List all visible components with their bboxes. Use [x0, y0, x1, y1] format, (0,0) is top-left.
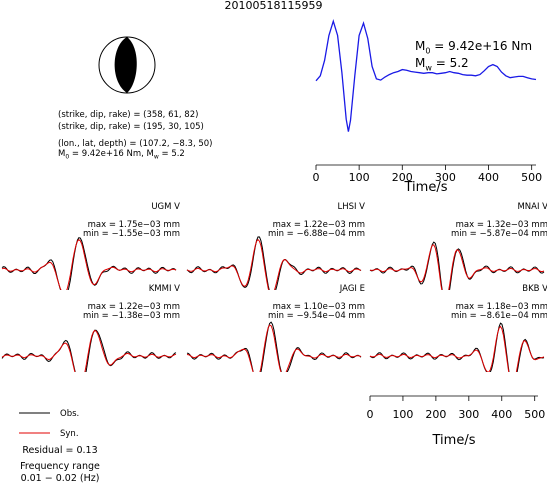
waveform-tick-label: 300 — [458, 408, 479, 421]
waveform-tick-label: 500 — [524, 408, 545, 421]
legend: Obs. Syn. — [19, 409, 79, 439]
station-max: max = 1.32e−03 mm — [455, 220, 547, 230]
station-max: max = 1.10e−03 mm — [272, 302, 365, 312]
waveform-panel: JAGI E max = 1.10e−03 mm min = −9.54e−04 m… — [185, 282, 365, 372]
station-name: JAGI E — [339, 284, 365, 294]
nodal-plane-1: (strike, dip, rake) = (358, 61, 82) — [58, 110, 199, 120]
event-title: 20100518115959 — [224, 0, 323, 12]
legend-obs-label: Obs. — [60, 409, 79, 419]
station-min: min = −5.87e−04 mm — [450, 229, 547, 239]
waveform-panel: BKB V max = 1.18e−03 mm min = −8.61e−04 mm — [368, 282, 547, 372]
waveform-panel: LHSI V max = 1.22e−03 mm min = −6.88e−04 m… — [185, 200, 365, 290]
station-name: KMMI V — [148, 284, 180, 294]
waveform-plot — [186, 236, 362, 290]
frequency-range-title: Frequency range — [20, 461, 100, 472]
waveform-tick-label: 0 — [367, 408, 374, 421]
observed-trace — [186, 236, 362, 290]
waveform-plot — [369, 322, 545, 372]
waveform-plot — [1, 237, 177, 290]
stf-tick-label: 200 — [392, 171, 413, 184]
synthetic-trace — [186, 238, 362, 290]
waveform-tick-label: 400 — [491, 408, 512, 421]
station-min: min = −8.61e−04 mm — [450, 311, 547, 321]
synthetic-trace — [369, 244, 545, 290]
waveform-panel: UGM V max = 1.75e−03 mm min = −1.55e−03 mm — [0, 200, 180, 290]
residual-label: Residual = 0.13 — [22, 445, 98, 456]
station-max: max = 1.22e−03 mm — [272, 220, 365, 230]
waveform-plot — [369, 241, 545, 290]
waveform-tick-label: 200 — [425, 408, 446, 421]
stf-tick-label: 400 — [478, 171, 499, 184]
moment-magnitude-line: M0 = 9.42e+16 Nm, Mw = 5.2 — [58, 149, 185, 161]
synthetic-trace — [1, 239, 177, 290]
station-min: min = −6.88e−04 mm — [267, 229, 365, 239]
waveform-plot — [186, 321, 362, 372]
stf-tick-label: 100 — [349, 171, 370, 184]
station-max: max = 1.18e−03 mm — [455, 302, 547, 312]
synthetic-trace — [1, 329, 177, 372]
waveform-plot — [1, 329, 177, 372]
station-max: max = 1.75e−03 mm — [87, 220, 180, 230]
source-time-function-chart: 0 100 200 300 400 500 Time/s — [313, 18, 542, 195]
waveform-tick-label: 100 — [392, 408, 413, 421]
station-min: min = −1.55e−03 mm — [82, 229, 180, 239]
stf-curve — [315, 18, 537, 132]
station-name: UGM V — [151, 202, 180, 212]
focal-mechanism-beachball — [98, 36, 156, 94]
station-name: LHSI V — [337, 202, 365, 212]
location-depth: (lon., lat, depth) = (107.2, −8.3, 50) — [58, 139, 213, 149]
stf-m0-label: M0 = 9.42e+16 Nm — [415, 39, 533, 56]
stf-tick-label: 300 — [435, 171, 456, 184]
waveform-panel: MNAI V max = 1.32e−03 mm min = −5.87e−04 m… — [368, 200, 547, 290]
waveform-time-axis: 0 100 200 300 400 500 Time/s — [367, 395, 545, 448]
station-name: MNAI V — [517, 202, 547, 212]
station-name: BKB V — [522, 284, 547, 294]
synthetic-trace — [186, 324, 362, 372]
stf-tick-label: 500 — [521, 171, 542, 184]
stf-tick-label: 0 — [313, 171, 320, 184]
station-max: max = 1.22e−03 mm — [87, 302, 180, 312]
observed-trace — [1, 329, 177, 372]
station-min: min = −9.54e−04 mm — [267, 311, 365, 321]
waveform-x-label: Time/s — [432, 433, 476, 448]
frequency-range-value: 0.01 − 0.02 (Hz) — [20, 473, 100, 484]
legend-syn-label: Syn. — [60, 429, 79, 439]
stf-x-label: Time/s — [404, 180, 448, 195]
synthetic-trace — [369, 325, 545, 372]
stf-mw-label: Mw = 5.2 — [415, 56, 469, 73]
nodal-plane-2: (strike, dip, rake) = (195, 30, 105) — [58, 122, 204, 132]
observed-trace — [186, 321, 362, 372]
station-min: min = −1.38e−03 mm — [82, 311, 180, 321]
waveform-panel: KMMI V max = 1.22e−03 mm min = −1.38e−03 m… — [0, 282, 180, 372]
